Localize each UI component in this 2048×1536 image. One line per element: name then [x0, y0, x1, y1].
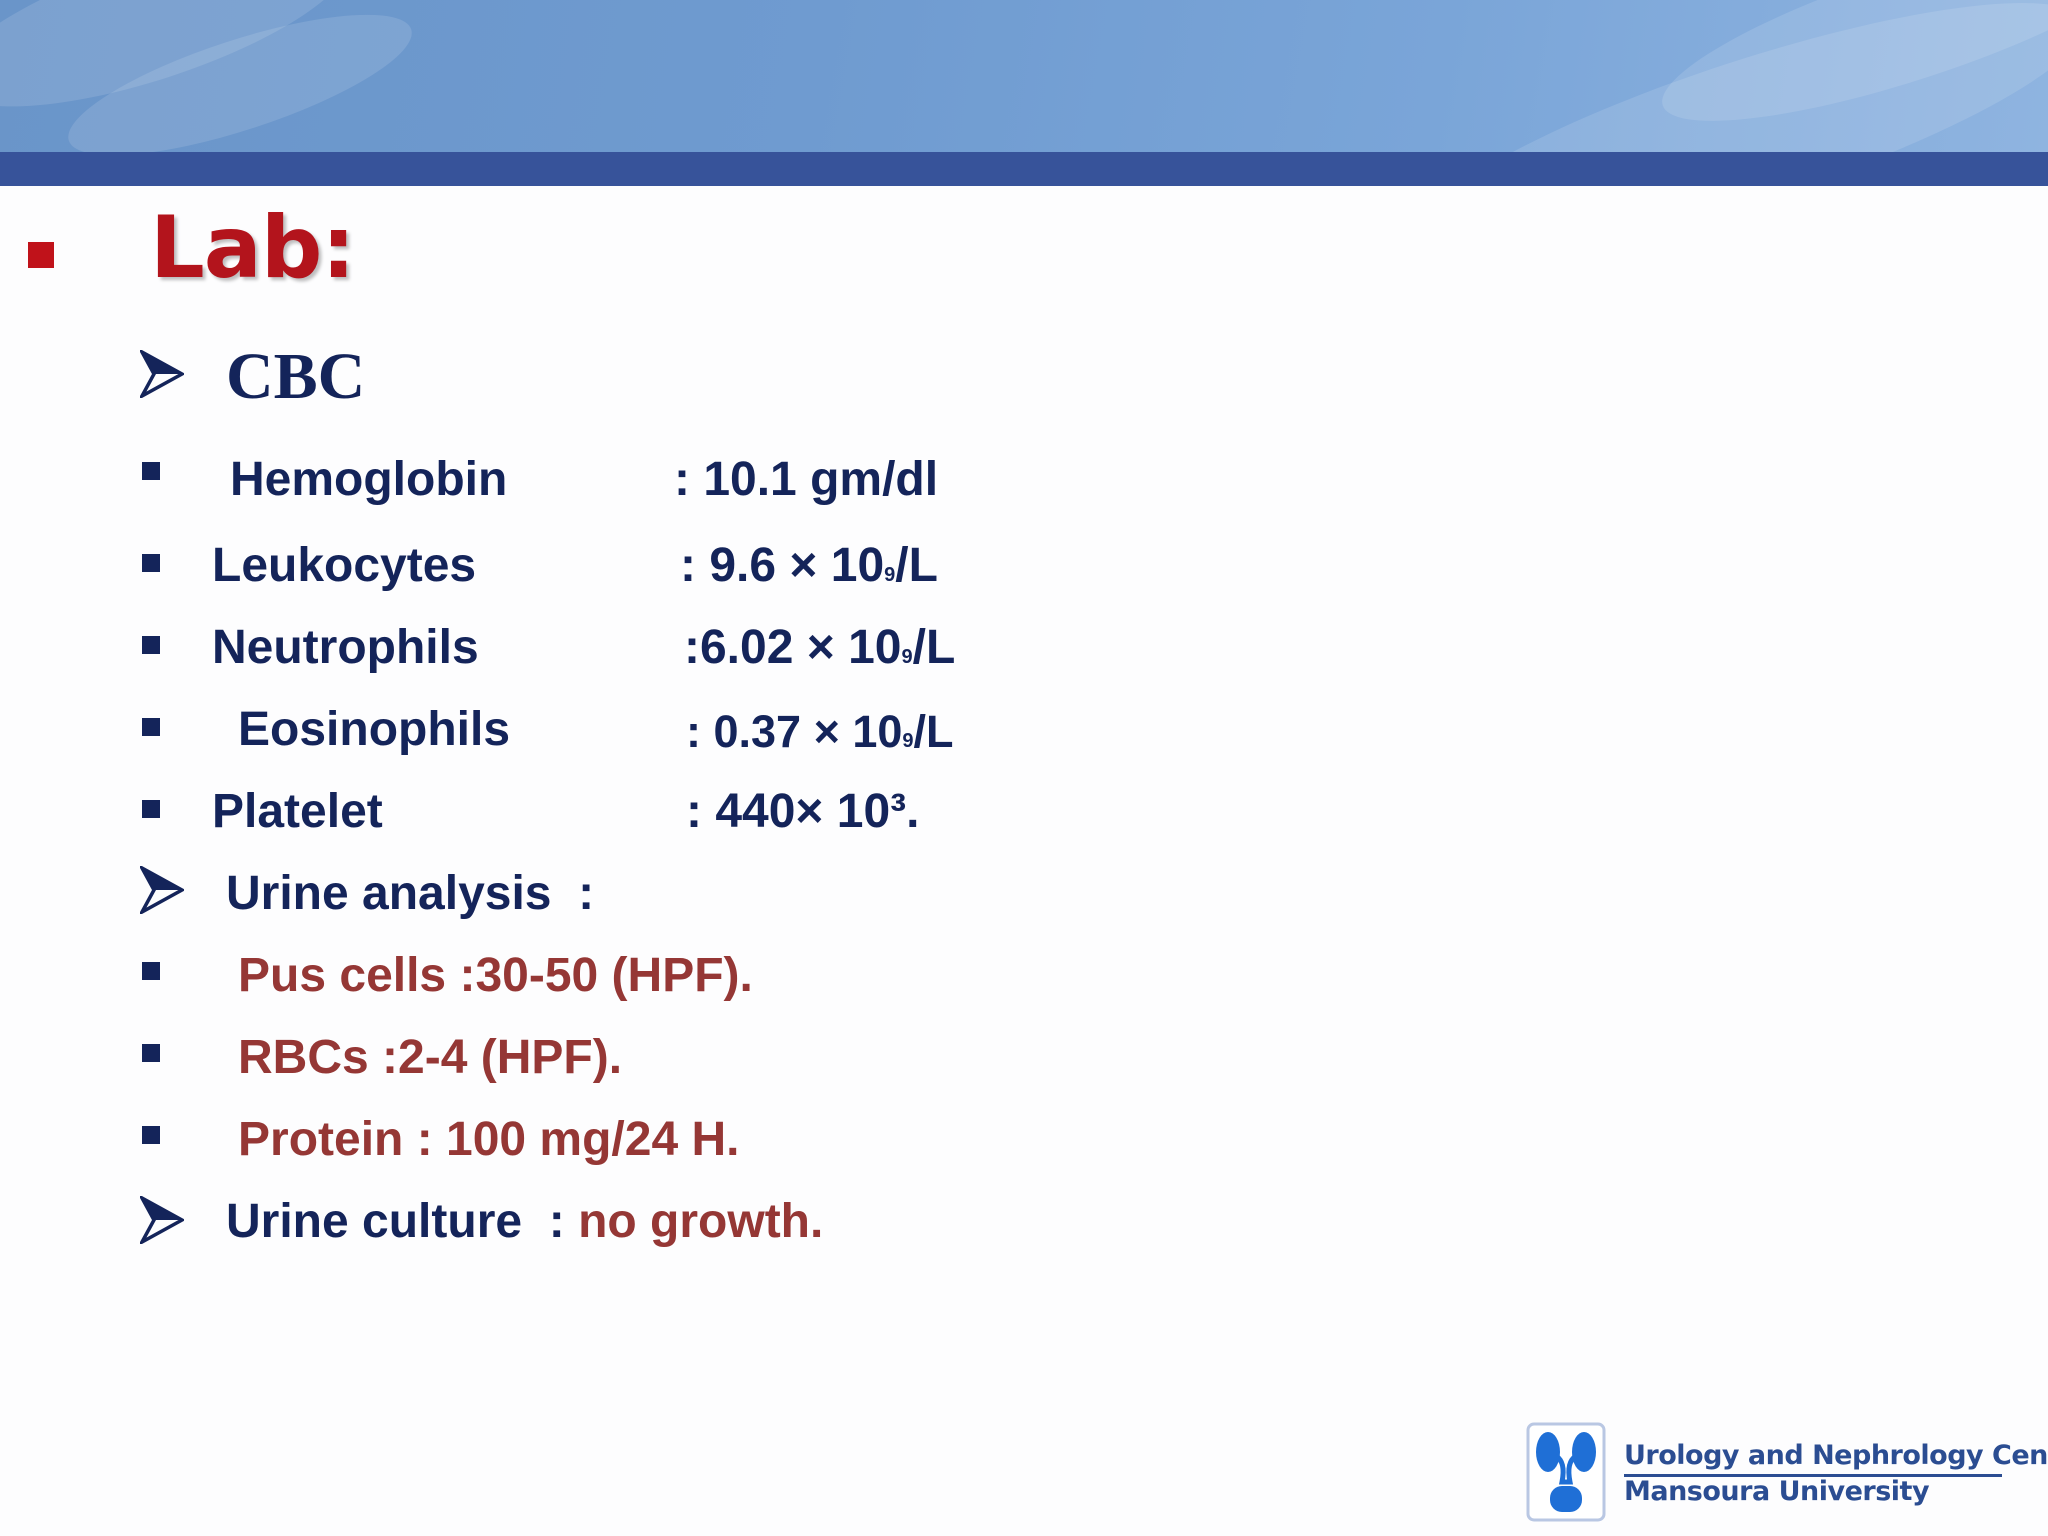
arrow-bullet-icon: [140, 350, 184, 398]
square-bullet-icon: [28, 242, 54, 268]
pus-cells-result: Pus cells :30-50 (HPF).: [238, 949, 753, 1002]
eosinophils-value: : 0.37 × 109/L: [686, 706, 954, 757]
urine-culture-label: Urine culture :: [226, 1195, 579, 1248]
square-bullet-icon: [142, 718, 160, 736]
square-bullet-icon: [142, 800, 160, 818]
header-banner: [0, 0, 2048, 152]
slide-title: Lab:: [150, 198, 356, 298]
arrow-bullet-icon: [140, 866, 184, 914]
neutrophils-label: Neutrophils: [212, 621, 479, 674]
eosinophils-label: Eosinophils: [238, 703, 511, 756]
logo-center-name: Urology and Nephrology Center: [1624, 1440, 2048, 1471]
platelet-value: : 440× 10³.: [686, 785, 920, 838]
hemoglobin-label: Hemoglobin: [230, 453, 508, 506]
rbcs-result: RBCs :2-4 (HPF).: [238, 1031, 623, 1084]
kidney-logo-icon: [1526, 1422, 1606, 1522]
cbc-heading: CBC: [226, 340, 366, 413]
urine-analysis-heading: Urine analysis :: [226, 867, 595, 920]
protein-result: Protein : 100 mg/24 H.: [238, 1113, 740, 1166]
square-bullet-icon: [142, 1044, 160, 1062]
leukocytes-label: Leukocytes: [212, 539, 477, 592]
square-bullet-icon: [142, 1126, 160, 1144]
urine-culture-value: no growth.: [578, 1195, 824, 1248]
hemoglobin-value: : 10.1 gm/dl: [674, 453, 939, 506]
arrow-bullet-icon: [140, 1196, 184, 1244]
neutrophils-value: :6.02 × 109/L: [684, 621, 956, 674]
square-bullet-icon: [142, 462, 160, 480]
logo-underline: [1624, 1474, 2002, 1477]
urine-culture-line: Urine culture : no growth.: [226, 1198, 823, 1246]
leukocytes-value: : 9.6 × 109/L: [680, 539, 938, 592]
header-divider-bar: [0, 152, 2048, 186]
square-bullet-icon: [142, 636, 160, 654]
logo-university-name: Mansoura University: [1624, 1476, 1930, 1507]
platelet-label: Platelet: [212, 785, 383, 838]
square-bullet-icon: [142, 962, 160, 980]
square-bullet-icon: [142, 554, 160, 572]
